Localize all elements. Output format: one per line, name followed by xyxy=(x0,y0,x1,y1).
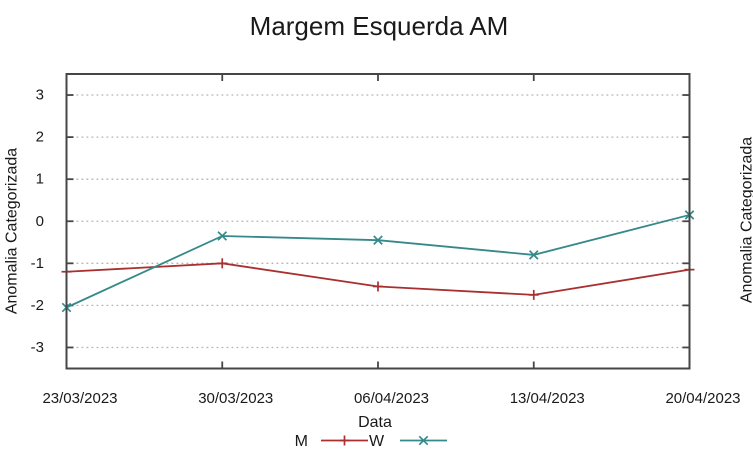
plot-border xyxy=(65,73,691,370)
data-point-marker-cross xyxy=(418,435,429,446)
legend-label-m: M xyxy=(295,433,308,450)
x-axis-label: Data xyxy=(358,414,392,431)
x-tick-label: 06/04/2023 xyxy=(354,390,429,407)
y-tick-label: 0 xyxy=(36,213,44,230)
legend-label-w: W xyxy=(369,433,385,450)
data-point-marker-cross xyxy=(528,250,539,260)
x-tick-label: 13/04/2023 xyxy=(510,390,585,407)
x-tick-label: 23/03/2023 xyxy=(42,390,117,407)
y-tick-label: -2 xyxy=(31,297,44,314)
chart-title: Margem Esquerda AM xyxy=(250,11,509,41)
y-axis-label: Anomalia Categorizada xyxy=(4,148,21,314)
y-tick-label: -1 xyxy=(31,255,44,272)
legend-sample-m xyxy=(321,435,368,446)
tick-labels-layer: 3 2 1 0 -1 -2 -3 23/03/2023 30/03/2023 06/04/2023… xyxy=(31,87,741,407)
series-line-W xyxy=(66,214,690,309)
data-point-marker-cross xyxy=(373,235,383,245)
y-tick-label: 3 xyxy=(36,87,44,104)
y-tick-label: 1 xyxy=(36,171,44,188)
series-layer xyxy=(61,210,695,313)
adjacent-chart-y-axis-label: Anomalia Categorizada xyxy=(739,137,753,303)
grid-layer xyxy=(66,94,690,349)
legend-sample-w xyxy=(400,435,447,446)
x-tick-label: 20/04/2023 xyxy=(665,390,740,407)
data-point-marker-cross xyxy=(217,231,228,241)
x-tick-label: 30/03/2023 xyxy=(198,390,273,407)
y-tick-label: 2 xyxy=(36,129,44,146)
legend: M W xyxy=(295,433,447,450)
y-tick-label: -3 xyxy=(31,339,44,356)
